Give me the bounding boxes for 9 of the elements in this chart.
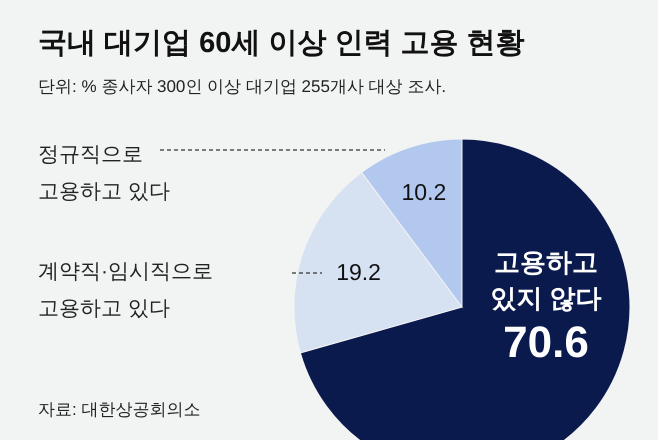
chart-title: 국내 대기업 60세 이상 인력 고용 현황 (38, 27, 525, 59)
slice-label: 정규직으로 고용하고 있다 (38, 143, 170, 203)
data-label: 19.2 (336, 258, 381, 285)
text: 자료: 대한상공회의소 (38, 400, 200, 419)
chart-subtitle: 단위: % 종사자 300인 이상 대기업 255개사 대상 조사. (38, 77, 446, 96)
data-label: 10.2 (402, 179, 446, 206)
slice-label: 계약직·임시직으로 고용하고 있다 (38, 260, 213, 320)
slice-label: 고용하고 있지 않다 (490, 247, 602, 313)
data-label: 70.6 (503, 318, 589, 367)
